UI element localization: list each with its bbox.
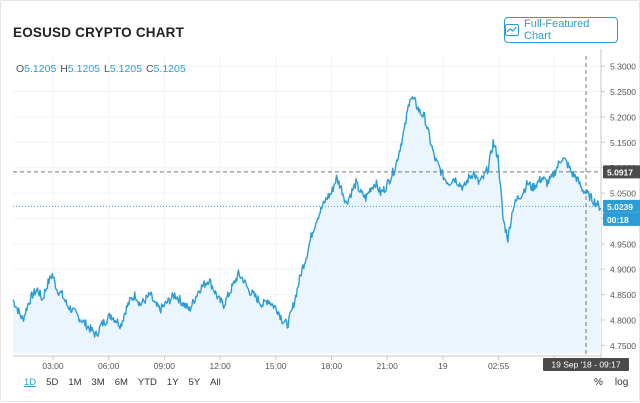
y-tick-label: 5.0500 [610,189,636,199]
y-tick-label: 4.8500 [610,290,636,300]
full-featured-chart-button[interactable]: Full-Featured Chart [504,17,618,43]
open-label: O [16,63,25,75]
high-value: 5.1205 [67,63,101,75]
y-tick-label: 4.9000 [610,265,636,275]
range-ytd[interactable]: YTD [137,377,157,388]
range-3m[interactable]: 3M [91,377,105,388]
chart-title: EOSUSD CRYPTO CHART [13,25,185,40]
range-1d[interactable]: 1D [24,377,37,388]
range-1m[interactable]: 1M [68,377,82,388]
range-all[interactable]: All [210,377,221,388]
x-tick-label: 15:00 [265,361,287,371]
countdown-tag: 00:18 [607,215,629,225]
range-1y[interactable]: 1Y [166,377,179,388]
y-tick-label: 4.7500 [610,341,636,351]
last-price-tag: 5.0239 [607,202,633,212]
last-price-tag-bg [603,199,640,213]
scale-options: % log [594,377,628,388]
x-tick-label: 12:00 [209,361,231,371]
y-tick-label: 4.9500 [610,239,636,249]
open-value: 5.1205 [24,63,57,75]
ohlc-readout: O5.1205 H5.1205 L5.1205 C5.1205 [16,63,186,75]
crosshair-time-tag-bg [543,358,629,371]
range-5d[interactable]: 5D [46,377,59,388]
close-value: 5.1205 [153,63,186,75]
x-tick-label: 06:00 [98,361,120,371]
price-area-fill [13,96,601,354]
high-label: H [60,63,68,75]
log-scale-toggle[interactable]: log [614,377,629,388]
countdown-tag-bg [603,212,640,226]
x-tick-label: 03:00 [42,361,64,371]
low-label: L [104,63,110,75]
full-featured-chart-label: Full-Featured Chart [524,18,590,42]
y-tick-label: 5.1500 [610,138,636,148]
chart-icon [505,24,519,36]
price-line [12,96,602,338]
x-tick-label: 09:00 [154,361,176,371]
low-value: 5.1205 [109,63,142,75]
range-5y[interactable]: 5Y [188,377,201,388]
reference-price-tag-bg [603,165,640,179]
x-tick-label: 18:00 [321,361,343,371]
crosshair-time-tag: 19 Sep '18 - 09:17 [551,360,620,370]
y-tick-label: 5.2000 [610,112,636,122]
y-tick-label: 4.8000 [610,316,636,326]
y-tick-label: 5.2500 [610,87,636,97]
range-selector: 1D 5D 1M 3M 6M YTD 1Y 5Y All [19,377,226,388]
x-tick-label: 02:55 [488,361,510,371]
percent-scale-toggle[interactable]: % [594,377,603,388]
x-tick-label: 21:00 [377,361,399,371]
range-6m[interactable]: 6M [114,377,128,388]
y-tick-label: 5.3000 [610,62,636,72]
reference-price-tag: 5.0917 [607,167,633,177]
close-label: C [145,63,154,75]
x-tick-label: 19 [438,361,448,371]
